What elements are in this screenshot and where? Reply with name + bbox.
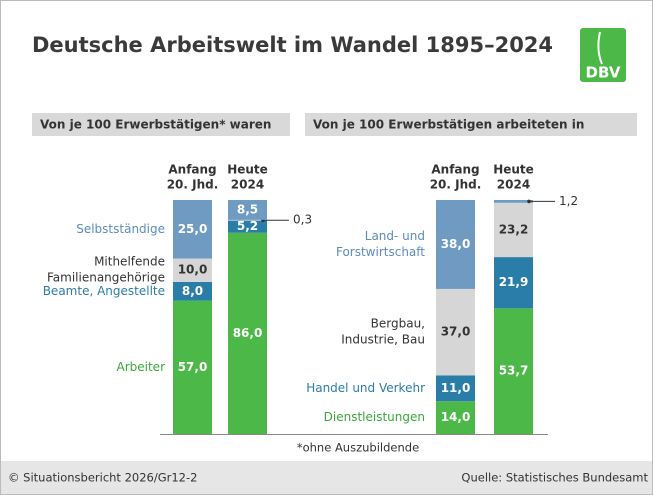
category-label: 20. Jhd. (167, 178, 219, 192)
category-label: Anfang (168, 163, 216, 177)
category-label: 2024 (497, 178, 530, 192)
bar-segment (436, 401, 475, 434)
bar-segment (494, 308, 533, 434)
value-label: 8,0 (182, 284, 203, 298)
logo-text: DBV (586, 64, 621, 82)
value-label: 14,0 (441, 410, 471, 424)
series-name: Familienangehörige (47, 271, 165, 285)
bar-segment (228, 220, 267, 233)
value-label: 21,9 (499, 275, 529, 289)
value-label: 11,0 (441, 381, 471, 395)
value-label: 25,0 (178, 222, 208, 236)
bar-segment (173, 258, 212, 282)
category-label: Heute (227, 163, 268, 177)
value-label: 8,5 (237, 202, 258, 216)
series-name: Industrie, Bau (341, 333, 425, 347)
section-header-bg (305, 113, 637, 136)
section-header: Von je 100 Erwerbstätigen arbeiteten in (313, 118, 584, 132)
category-label: 20. Jhd. (430, 178, 482, 192)
bar-segment (436, 375, 475, 402)
series-name: Handel und Verkehr (306, 381, 425, 395)
bar-segment (228, 219, 267, 221)
leader-dot (527, 199, 531, 204)
value-label: 37,0 (441, 325, 471, 339)
section-header: Von je 100 Erwerbstätigen* waren (40, 118, 271, 132)
series-name: Mithelfende (94, 255, 165, 269)
section-header-bg (32, 113, 290, 136)
value-label: 57,0 (178, 360, 208, 374)
category-label: Heute (493, 163, 534, 177)
series-name: Arbeiter (117, 360, 166, 374)
footnote: *ohne Auszubildende (297, 441, 419, 455)
source: Quelle: Statistisches Bundesamt (461, 471, 648, 485)
title: Deutsche Arbeitswelt im Wandel 1895–2024 (32, 33, 553, 57)
bar-segment (436, 200, 475, 289)
series-name: Land- und (365, 229, 425, 243)
value-label: 53,7 (499, 364, 529, 378)
bar-segment (173, 200, 212, 259)
logo-box (580, 28, 626, 82)
value-label: 38,0 (441, 237, 471, 251)
series-name: Dienstleistungen (324, 410, 425, 424)
series-name: Forstwirtschaft (336, 245, 425, 259)
series-name: Beamte, Angestellte (43, 284, 165, 298)
bar-segment (228, 232, 267, 434)
logo: DBV (580, 28, 626, 82)
bar-segment (228, 200, 267, 220)
value-label: 86,0 (233, 326, 263, 340)
bar-segment (173, 300, 212, 434)
bar-segment (494, 202, 533, 258)
bar-segment (173, 281, 212, 301)
value-label: 10,0 (178, 263, 208, 277)
value-label: 1,2 (559, 194, 578, 208)
value-label: 0,3 (293, 213, 312, 227)
value-label: 5,2 (237, 219, 258, 233)
bar-segment (436, 288, 475, 376)
category-label: Anfang (431, 163, 479, 177)
footer-bg (1, 461, 652, 494)
bar-segment (494, 200, 533, 203)
logo-leaf (597, 31, 603, 65)
value-label: 23,2 (499, 222, 529, 236)
category-label: 2024 (231, 178, 264, 192)
series-name: Bergbau, (371, 317, 425, 331)
bar-segment (494, 257, 533, 309)
series-name: Selbstständige (76, 222, 165, 236)
copyright: © Situationsbericht 2026/Gr12-2 (8, 471, 197, 485)
